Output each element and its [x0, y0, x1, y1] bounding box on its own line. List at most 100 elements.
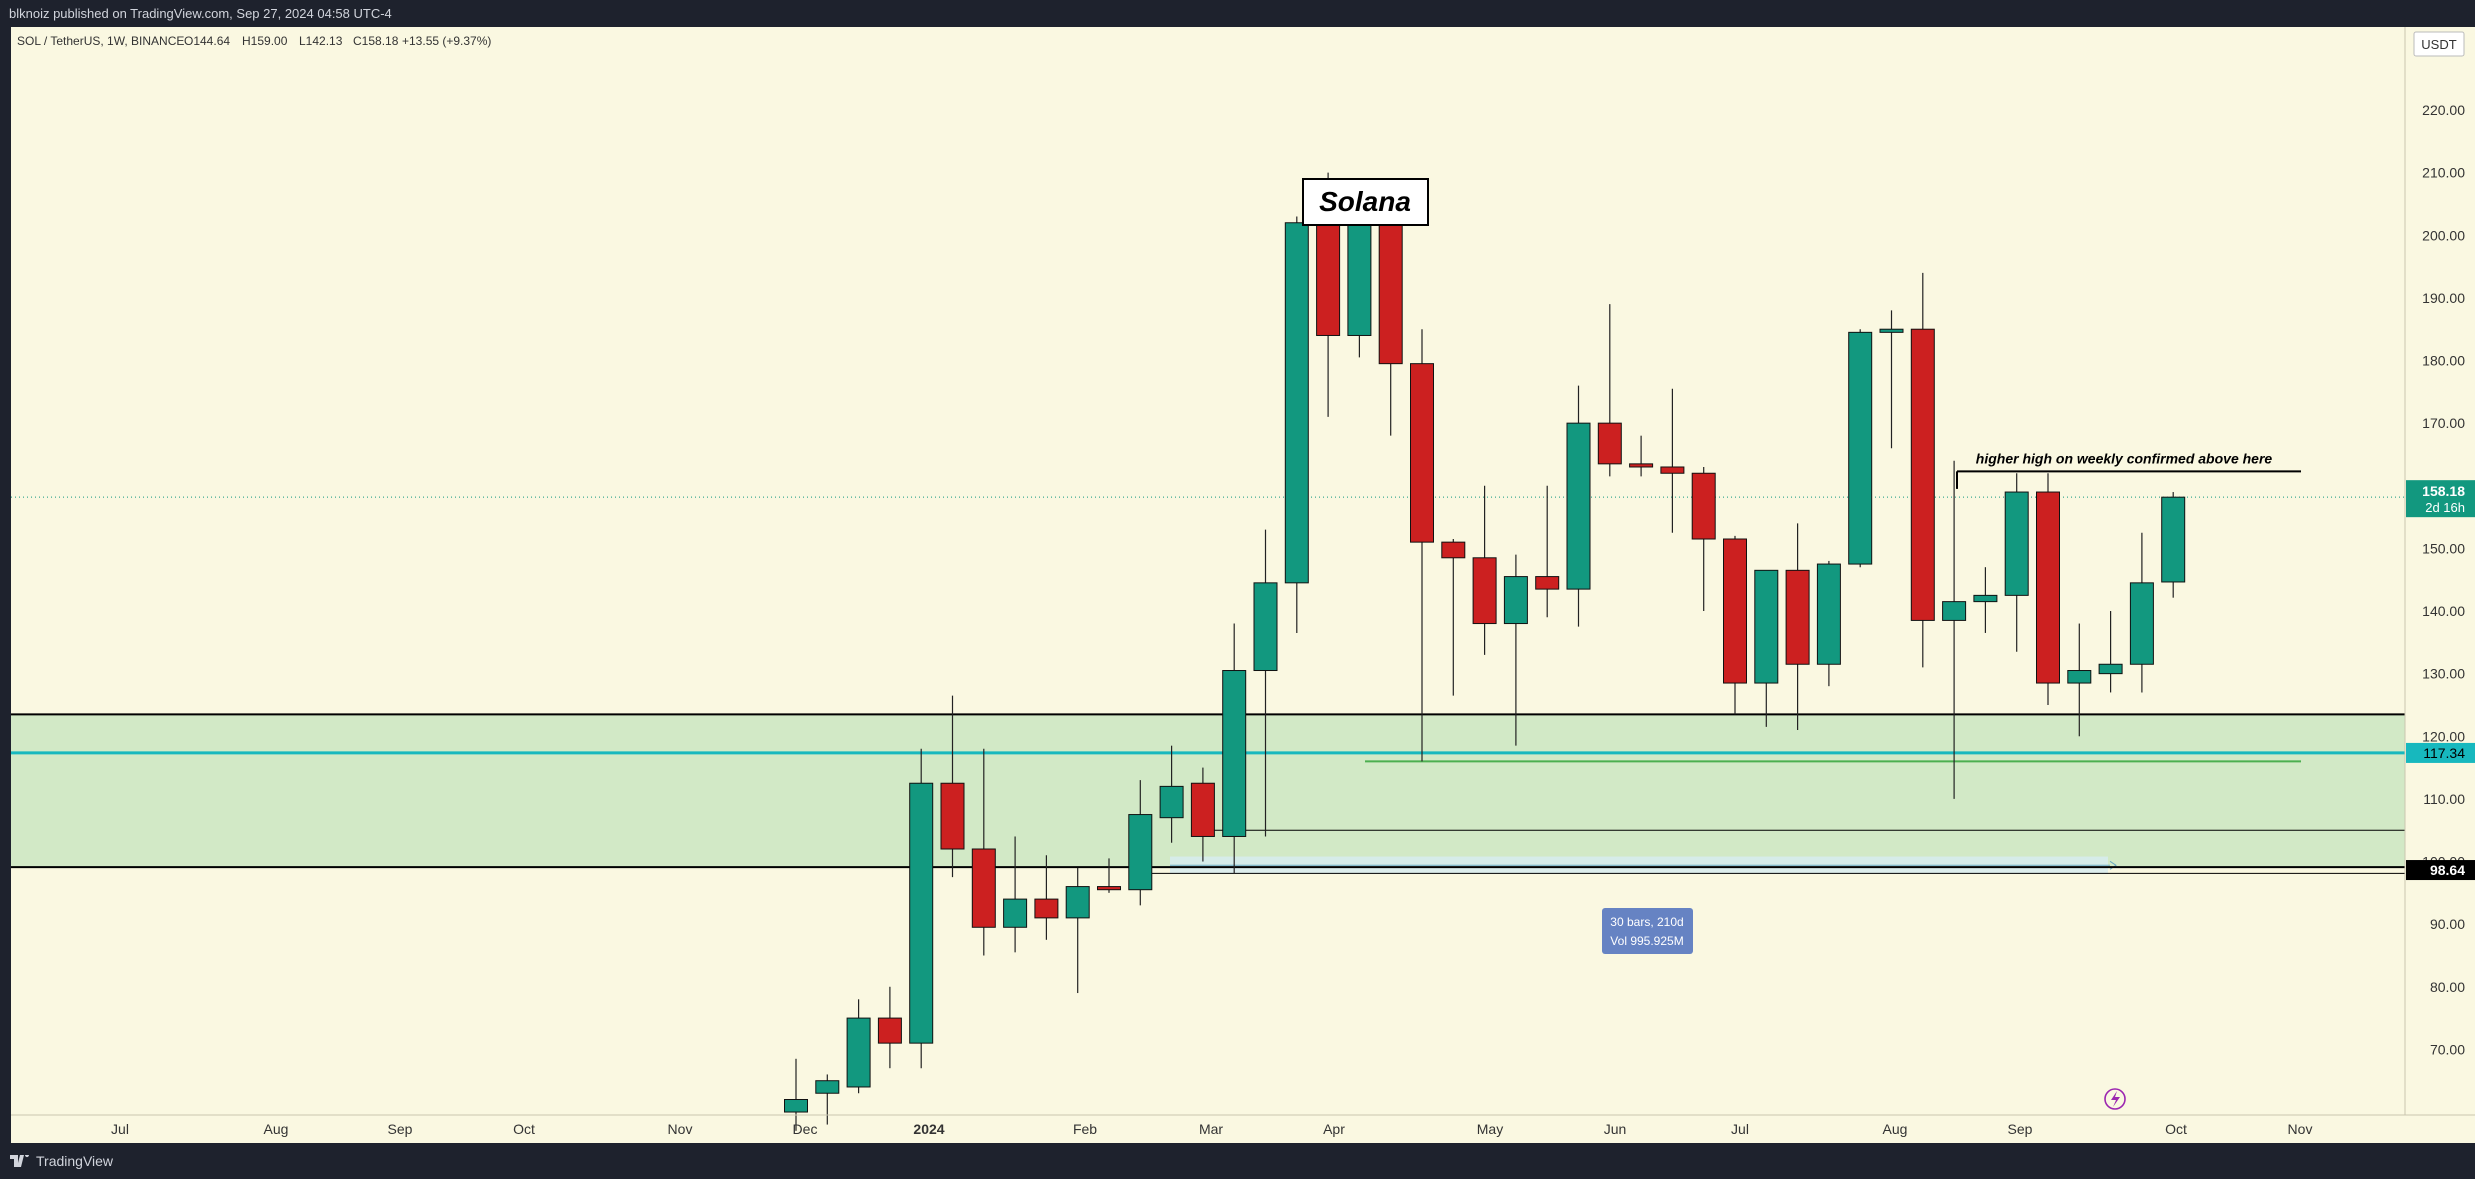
candle-body[interactable] — [1785, 569, 1810, 665]
chart-title: Solana — [1319, 186, 1411, 217]
candle-body[interactable] — [1097, 886, 1121, 891]
measure-bars-text: 30 bars, 210d — [1610, 915, 1683, 929]
price-tick-label: 130.00 — [2422, 666, 2465, 682]
candle-body[interactable] — [1503, 576, 1528, 625]
candle-body[interactable] — [1347, 219, 1372, 336]
price-tick-label: 90.00 — [2430, 916, 2465, 932]
candle-body[interactable] — [1034, 898, 1059, 919]
time-tick-label: Mar — [1199, 1121, 1223, 1137]
candle-body[interactable] — [1629, 463, 1654, 468]
currency-label: USDT — [2421, 37, 2456, 52]
candle-body[interactable] — [1003, 898, 1028, 928]
candle-body[interactable] — [1378, 219, 1403, 365]
candle-body[interactable] — [1128, 814, 1153, 891]
price-tick-label: 210.00 — [2422, 165, 2465, 181]
candle-body[interactable] — [1910, 328, 1935, 621]
candle-body[interactable] — [1065, 886, 1090, 919]
candle-body[interactable] — [1691, 472, 1716, 540]
price-tick-label: 200.00 — [2422, 227, 2465, 243]
time-tick-label: Jun — [1604, 1121, 1627, 1137]
lightning-icon[interactable] — [2104, 1088, 2126, 1110]
footer-bar: TradingView — [0, 1143, 2475, 1179]
price-tick-label: 110.00 — [2423, 791, 2465, 807]
candle-body[interactable] — [1316, 222, 1341, 336]
price-axis[interactable] — [2405, 27, 2475, 1115]
price-tick-label: 220.00 — [2422, 102, 2465, 118]
price-tick-label: 180.00 — [2422, 353, 2465, 369]
candle-body[interactable] — [1410, 363, 1434, 543]
ohlc-open: O144.64 — [184, 34, 230, 48]
candle-body[interactable] — [2129, 582, 2154, 665]
candle-body[interactable] — [1253, 582, 1278, 672]
price-tick-label: 190.00 — [2422, 290, 2465, 306]
candle-body[interactable] — [1472, 557, 1497, 625]
candle-body[interactable] — [1816, 563, 1841, 665]
candle-body[interactable] — [784, 1099, 808, 1113]
symbol-name: SOL / TetherUS, 1W, BINANCE — [17, 34, 184, 48]
time-tick-label: Nov — [2288, 1121, 2313, 1137]
price-tick-label: 170.00 — [2422, 415, 2465, 431]
price-tick-label: 70.00 — [2430, 1041, 2465, 1057]
higher-high-note: higher high on weekly confirmed above he… — [1976, 450, 2273, 466]
candlestick-chart[interactable]: 70.0080.0090.00100.00110.00120.00130.001… — [11, 27, 2475, 1143]
candle-body[interactable] — [877, 1017, 902, 1044]
candle-body[interactable] — [2098, 663, 2123, 675]
candle-body[interactable] — [940, 782, 965, 850]
time-tick-label: Jul — [111, 1121, 129, 1137]
ohlc-low: L142.13 — [299, 34, 343, 48]
time-tick-label: Jul — [1731, 1121, 1749, 1137]
candle-body[interactable] — [909, 782, 934, 1044]
candle-body[interactable] — [846, 1017, 871, 1088]
measure-label-box — [1602, 908, 1693, 954]
candle-body[interactable] — [1942, 601, 1967, 621]
candle-body[interactable] — [2004, 491, 2029, 596]
candle-body[interactable] — [1723, 538, 1747, 684]
tradingview-logo[interactable]: TradingView — [10, 1143, 113, 1179]
published-header: blknoiz published on TradingView.com, Se… — [0, 0, 2475, 27]
candle-body[interactable] — [1566, 422, 1591, 590]
candle-body[interactable] — [971, 848, 996, 928]
candle-body[interactable] — [1284, 222, 1309, 584]
time-tick-label: Nov — [668, 1121, 693, 1137]
candle-body[interactable] — [1660, 466, 1685, 474]
time-tick-label: Oct — [513, 1121, 535, 1137]
candle-body[interactable] — [1222, 670, 1247, 837]
published-text: blknoiz published on TradingView.com, Se… — [9, 6, 392, 21]
candle-body[interactable] — [815, 1080, 840, 1094]
price-tick-label: 80.00 — [2430, 979, 2465, 995]
time-tick-label: Oct — [2165, 1121, 2187, 1137]
time-tick-label: Feb — [1073, 1121, 1097, 1137]
ohlc-close: C158.18 — [353, 34, 399, 48]
time-tick-label: Aug — [1883, 1121, 1908, 1137]
candle-body[interactable] — [1597, 422, 1622, 465]
time-tick-label: Dec — [793, 1121, 818, 1137]
candle-body[interactable] — [1754, 569, 1779, 684]
last-price-badge — [2406, 480, 2475, 518]
candle-body[interactable] — [1190, 782, 1215, 837]
ohlc-high: H159.00 — [242, 34, 288, 48]
candle-body[interactable] — [2067, 670, 2092, 684]
time-tick-label: Sep — [388, 1121, 413, 1137]
title-box[interactable] — [1302, 178, 1429, 226]
candle-body[interactable] — [2036, 491, 2060, 684]
bar-countdown: 2d 16h — [2425, 500, 2465, 515]
price-tick-label: 120.00 — [2422, 728, 2465, 744]
currency-box[interactable] — [2413, 31, 2465, 57]
tradingview-logo-icon — [10, 1155, 29, 1167]
candle-body[interactable] — [1535, 576, 1560, 590]
time-tick-label: May — [1477, 1121, 1503, 1137]
measure-vol-text: Vol 995.925M — [1610, 934, 1683, 948]
price-tick-label: 150.00 — [2422, 540, 2465, 556]
time-tick-label: Aug — [264, 1121, 289, 1137]
cyan-level-value: 117.34 — [2423, 745, 2465, 761]
chart-area[interactable]: 70.0080.0090.00100.00110.00120.00130.001… — [11, 27, 2475, 1143]
lightning-bolt-icon — [2111, 1091, 2120, 1107]
candle-body[interactable] — [1441, 541, 1466, 559]
candle-body[interactable] — [2161, 496, 2186, 583]
candle-body[interactable] — [1159, 785, 1184, 819]
candle-body[interactable] — [1973, 594, 1998, 603]
last-price-value: 158.18 — [2422, 483, 2465, 499]
time-tick-label: Apr — [1323, 1121, 1345, 1137]
candle-body[interactable] — [1879, 328, 1904, 333]
candle-body[interactable] — [1848, 331, 1873, 565]
